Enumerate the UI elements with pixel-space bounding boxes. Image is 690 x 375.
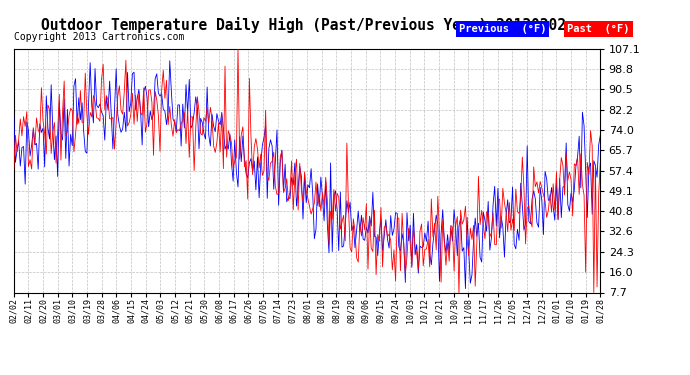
Text: Past  (°F): Past (°F) <box>567 24 630 34</box>
Text: Outdoor Temperature Daily High (Past/Previous Year) 20130202: Outdoor Temperature Daily High (Past/Pre… <box>41 17 566 33</box>
Text: Previous  (°F): Previous (°F) <box>459 24 546 34</box>
Text: Copyright 2013 Cartronics.com: Copyright 2013 Cartronics.com <box>14 32 184 42</box>
